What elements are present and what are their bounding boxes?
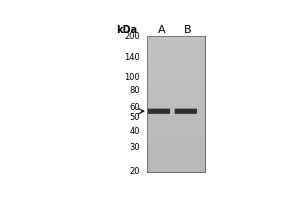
Bar — [147, 131, 205, 133]
Bar — [147, 50, 205, 52]
Bar — [147, 167, 205, 170]
Bar — [147, 127, 205, 129]
Bar — [147, 152, 205, 154]
Text: 60: 60 — [129, 103, 140, 112]
Bar — [147, 124, 205, 127]
Bar — [147, 149, 205, 152]
Bar — [147, 100, 205, 102]
Text: kDa: kDa — [116, 25, 138, 35]
Bar — [147, 81, 205, 84]
Bar — [147, 154, 205, 156]
Bar — [147, 142, 205, 145]
Bar — [147, 133, 205, 136]
Bar — [147, 111, 205, 113]
Bar — [147, 36, 205, 172]
Bar — [147, 36, 205, 172]
Bar — [147, 70, 205, 72]
Text: 100: 100 — [124, 73, 140, 82]
Bar — [147, 54, 205, 57]
Bar — [147, 145, 205, 147]
Bar — [147, 41, 205, 43]
Bar — [147, 39, 205, 41]
Bar — [147, 129, 205, 131]
Text: A: A — [158, 25, 166, 35]
Bar — [147, 48, 205, 50]
Text: B: B — [184, 25, 191, 35]
Text: 140: 140 — [124, 53, 140, 62]
FancyBboxPatch shape — [175, 109, 197, 114]
Text: 200: 200 — [124, 32, 140, 41]
Bar — [147, 72, 205, 75]
Bar — [147, 118, 205, 120]
Bar — [147, 86, 205, 88]
Bar — [147, 93, 205, 95]
Bar — [147, 109, 205, 111]
Bar — [147, 95, 205, 97]
Bar — [147, 161, 205, 163]
Bar — [147, 113, 205, 115]
Bar — [147, 147, 205, 149]
Bar — [147, 88, 205, 91]
Bar — [147, 45, 205, 48]
Bar — [147, 57, 205, 59]
Bar — [147, 63, 205, 66]
Bar — [147, 61, 205, 63]
Bar — [147, 79, 205, 81]
Text: 80: 80 — [129, 86, 140, 95]
Bar — [147, 36, 205, 39]
Bar — [147, 106, 205, 109]
Text: 50: 50 — [129, 113, 140, 122]
Bar — [147, 136, 205, 138]
Text: 30: 30 — [129, 143, 140, 152]
Bar — [147, 115, 205, 118]
Bar — [147, 68, 205, 70]
Bar — [147, 52, 205, 54]
Bar — [147, 43, 205, 45]
Bar — [147, 104, 205, 106]
Bar — [147, 77, 205, 79]
Bar — [147, 163, 205, 165]
Bar — [147, 138, 205, 140]
Bar — [147, 84, 205, 86]
Bar — [147, 140, 205, 142]
Bar — [147, 158, 205, 161]
Bar — [147, 91, 205, 93]
Bar — [147, 102, 205, 104]
Bar — [147, 156, 205, 158]
Bar — [147, 122, 205, 124]
Bar — [147, 75, 205, 77]
Bar — [147, 165, 205, 167]
FancyBboxPatch shape — [148, 109, 170, 114]
Bar — [147, 170, 205, 172]
Bar — [147, 59, 205, 61]
Text: 40: 40 — [129, 127, 140, 136]
Bar — [147, 120, 205, 122]
Text: 20: 20 — [129, 167, 140, 176]
Bar — [147, 66, 205, 68]
Bar — [147, 97, 205, 100]
